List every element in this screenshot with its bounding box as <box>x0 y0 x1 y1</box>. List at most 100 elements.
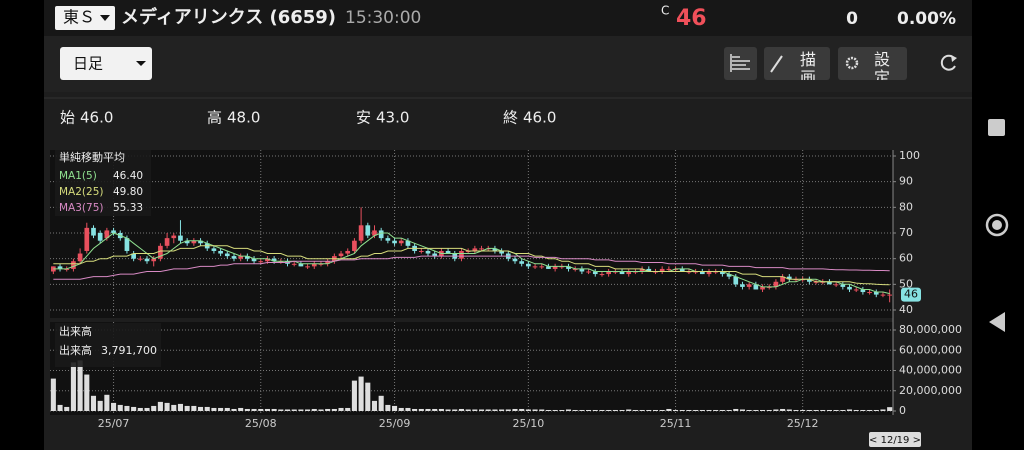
candle-body <box>104 230 110 239</box>
market-select[interactable] <box>55 6 115 30</box>
candle-body <box>599 274 605 276</box>
candle-body <box>251 258 257 262</box>
indicator-button[interactable] <box>724 47 757 80</box>
volume-bar <box>539 409 545 411</box>
candle-body <box>445 250 451 254</box>
candle-body <box>840 284 846 287</box>
volume-bar <box>786 409 792 411</box>
candle-body <box>432 253 438 257</box>
settings-button[interactable] <box>838 47 907 80</box>
volume-bar <box>271 408 277 411</box>
legend-value: 55.33 <box>113 202 143 214</box>
y-tick-label: 90 <box>899 175 913 188</box>
volume-bar <box>137 407 143 411</box>
volume-bar <box>472 409 478 411</box>
volume-bar <box>311 408 317 411</box>
home-button[interactable] <box>985 213 1009 237</box>
candle-body <box>291 263 297 265</box>
ohlc-value: 48.0 <box>227 109 260 127</box>
volume-bar <box>606 409 612 411</box>
candle-body <box>158 245 163 259</box>
candle-body <box>418 250 424 252</box>
market: 東Ｓ <box>63 8 95 27</box>
candle-body <box>552 266 558 269</box>
y-tick-label: 80 <box>899 200 913 213</box>
price-panel <box>50 150 893 318</box>
candle-body <box>539 266 545 268</box>
volume-bar <box>77 360 83 411</box>
volume-bar <box>278 409 284 411</box>
candle-body <box>566 266 571 269</box>
x-tick-label: 25/10 <box>513 417 545 430</box>
volume-bar <box>626 409 632 411</box>
volume-bar <box>184 405 190 411</box>
volume-bar <box>231 408 237 411</box>
button-labels: 描画 設定 <box>800 50 890 87</box>
candle-body <box>786 276 792 280</box>
change-pct: 0.00% <box>897 9 956 29</box>
candle-body <box>198 240 203 244</box>
volume-bar <box>438 408 444 411</box>
volume-bar <box>499 409 505 411</box>
volume-bar <box>392 405 398 411</box>
volume-bar <box>365 382 371 411</box>
volume-bar <box>592 409 598 411</box>
nav-bar <box>985 119 1009 332</box>
back-button[interactable] <box>989 312 1005 332</box>
period: 日足 <box>73 55 103 73</box>
volume-bar <box>632 409 638 411</box>
draw-button[interactable] <box>764 47 830 80</box>
volume-bar <box>753 409 759 411</box>
draw-label: 描画 <box>800 50 816 87</box>
candle-body <box>171 235 177 239</box>
recents-button[interactable] <box>988 119 1005 136</box>
volume-bar <box>305 409 311 411</box>
candle-body <box>592 271 598 275</box>
volume-bar <box>519 408 525 411</box>
period-select[interactable] <box>60 47 152 80</box>
volume-bar <box>759 409 766 411</box>
volume-bar <box>532 409 538 411</box>
volume-bar <box>572 409 578 411</box>
legend-name: MA1(5) <box>59 170 97 182</box>
candle-body <box>271 258 277 262</box>
candle-body <box>258 261 264 263</box>
y-tick-label: 50 <box>899 277 913 290</box>
volume-bar <box>887 407 893 411</box>
candle-body <box>760 286 765 290</box>
volume-bar <box>298 409 304 411</box>
candle-body <box>472 248 478 251</box>
volume-bar <box>525 409 531 411</box>
candle-body <box>847 286 852 290</box>
candle-body <box>733 276 739 285</box>
candle-body <box>479 248 484 250</box>
refresh-icon[interactable] <box>940 54 956 71</box>
settings-label: 設定 <box>874 50 890 87</box>
candle-body <box>325 261 330 264</box>
volume-bar <box>746 409 752 411</box>
y-tick-label: 40 <box>899 303 913 316</box>
volume-bar <box>318 409 324 411</box>
candle-body <box>425 250 431 254</box>
ohlc-value: 43.0 <box>376 109 409 127</box>
legend-value: 46.40 <box>113 170 143 182</box>
volume-bar <box>97 400 103 411</box>
volume-bar <box>545 409 551 411</box>
candle-body <box>699 271 705 275</box>
volume-bar <box>726 409 732 411</box>
candle-body <box>579 268 585 272</box>
candle-body <box>151 258 157 262</box>
volume-bar <box>224 407 230 411</box>
volume-bar <box>164 402 170 411</box>
volume-bar <box>853 409 859 411</box>
ohlc-label: 安 <box>356 109 371 127</box>
volume-bar <box>652 409 659 411</box>
ma-line <box>53 255 890 280</box>
candle-body <box>619 271 625 275</box>
candle-body <box>679 268 685 272</box>
x-tick-label: 25/07 <box>98 417 130 430</box>
volume-bar <box>64 406 70 411</box>
legend-box <box>55 323 161 367</box>
candle-body <box>238 256 244 259</box>
